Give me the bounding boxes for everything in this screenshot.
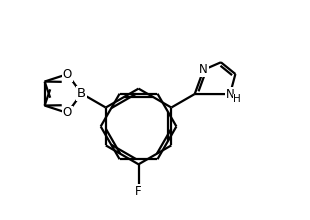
Text: F: F xyxy=(135,185,142,198)
Text: N: N xyxy=(226,88,234,101)
Text: N: N xyxy=(199,63,208,76)
Text: O: O xyxy=(63,106,72,119)
Text: O: O xyxy=(63,68,72,81)
Text: B: B xyxy=(77,87,86,100)
Text: H: H xyxy=(233,94,241,104)
